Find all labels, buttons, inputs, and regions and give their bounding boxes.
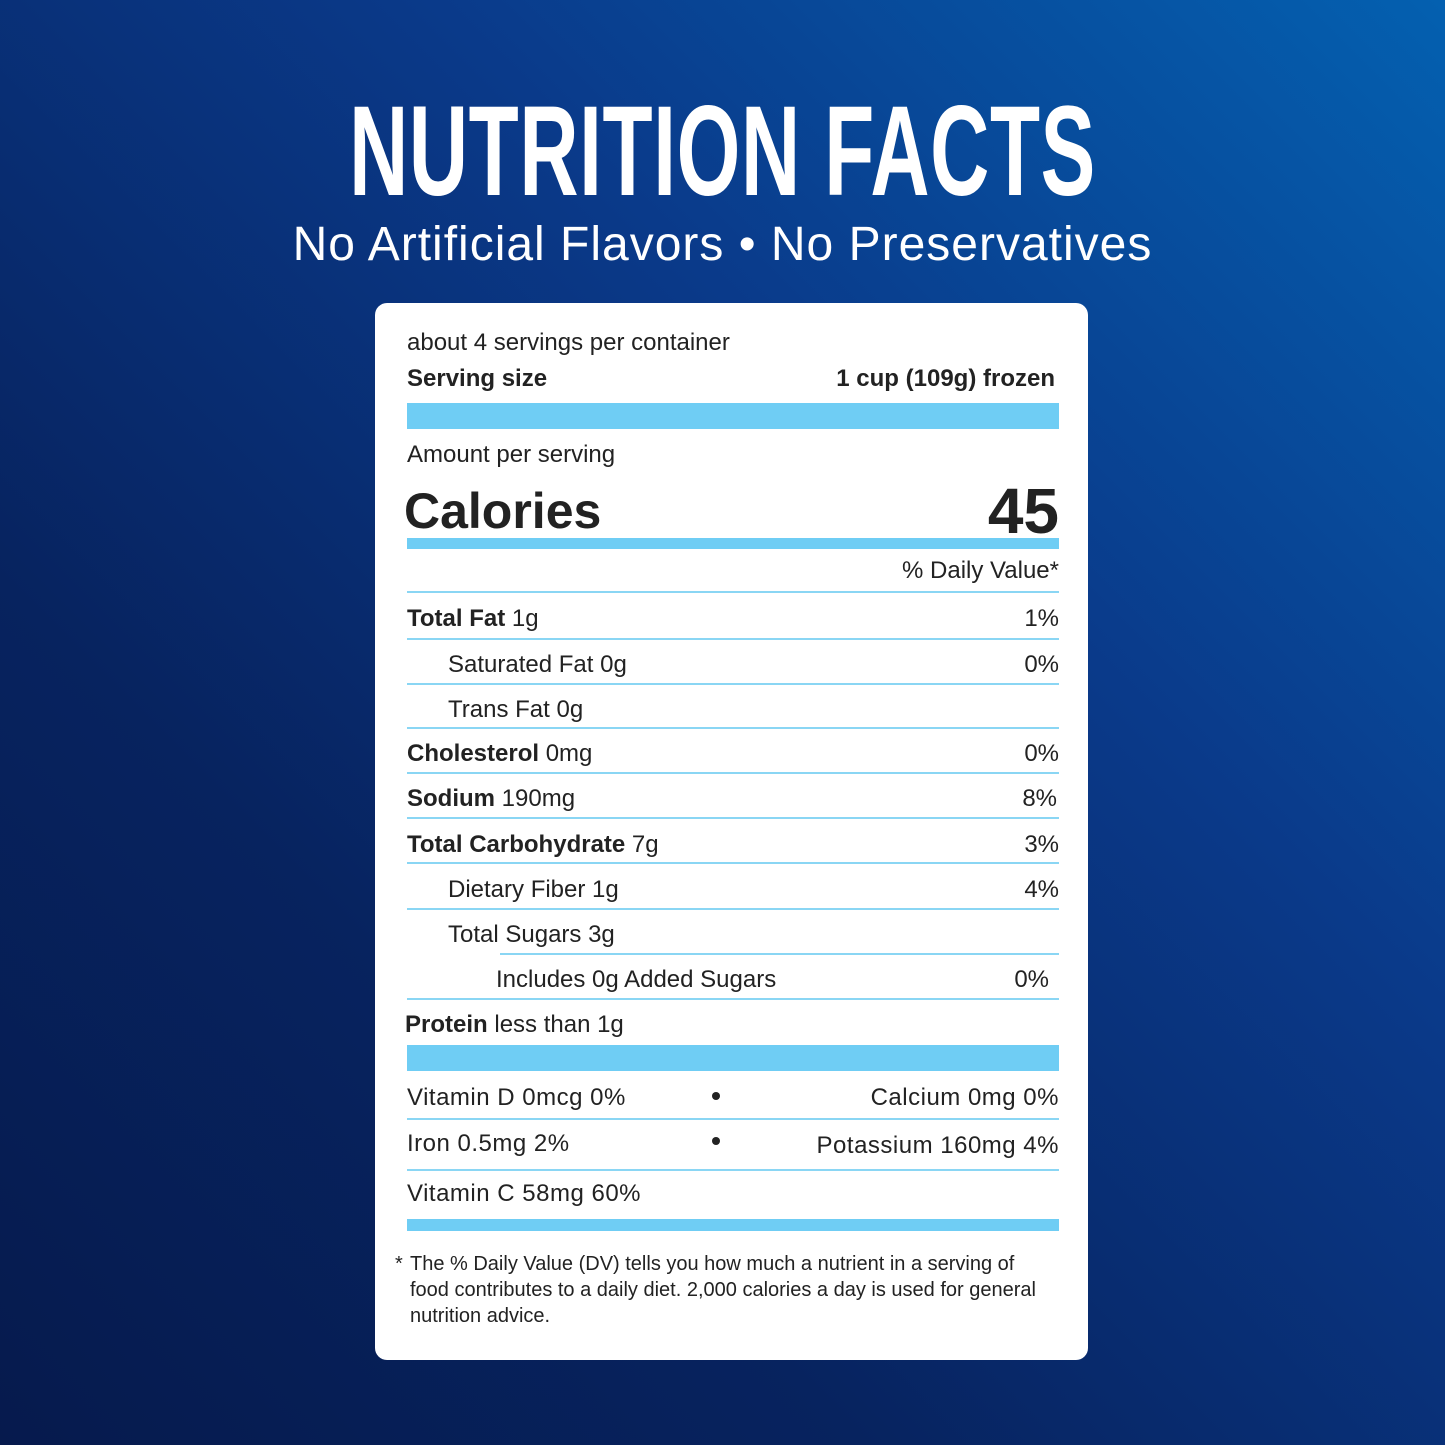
medium-bar	[407, 538, 1059, 549]
daily-value-header: % Daily Value*	[902, 557, 1059, 584]
nutrient-row: Saturated Fat 0g 0%	[448, 649, 1059, 681]
separator-dot	[712, 1092, 720, 1100]
serving-size-label: Serving size	[407, 365, 548, 392]
nutrient-name: Saturated Fat	[448, 651, 594, 678]
nutrient-amount: 0g	[600, 651, 627, 678]
nutrient-name: Cholesterol	[407, 740, 540, 767]
nutrient-row: Includes 0g Added Sugars 0%	[496, 964, 1049, 996]
nutrient-row: Protein less than 1g	[405, 1009, 1059, 1041]
calories-label: Calories	[404, 483, 602, 539]
footnote: The % Daily Value (DV) tells you how muc…	[410, 1253, 1036, 1327]
nutrient-name: Total Carbohydrate	[407, 831, 626, 858]
vitamin-left: Iron 0.5mg 2%	[407, 1130, 570, 1157]
rule	[500, 953, 1059, 955]
nutrient-amount: 190mg	[501, 785, 576, 812]
nutrient-dv: 0%	[1024, 740, 1059, 767]
serving-size-row: Serving size 1 cup (109g) frozen	[407, 363, 1059, 395]
nutrient-row: Total Carbohydrate 7g 3%	[407, 829, 1059, 861]
nutrient-name: Sodium	[407, 785, 495, 812]
vitamin-left: Vitamin C 58mg 60%	[407, 1180, 641, 1207]
medium-bar	[407, 1219, 1059, 1231]
footnote-marker: *	[395, 1253, 403, 1275]
nutrient-name: Trans Fat	[448, 696, 550, 723]
amount-per-serving: Amount per serving	[407, 441, 616, 468]
thick-bar	[407, 1045, 1059, 1071]
rule	[407, 683, 1059, 685]
thick-bar	[407, 403, 1059, 429]
separator-dot	[712, 1137, 720, 1145]
nutrition-label: about 4 servings per container Serving s…	[375, 303, 1088, 1360]
vitamin-left: Vitamin D 0mcg 0%	[407, 1084, 626, 1111]
nutrient-name: Dietary Fiber	[448, 876, 586, 903]
nutrient-row: Trans Fat 0g	[448, 694, 1059, 726]
vitamin-right: Calcium 0mg 0%	[870, 1084, 1059, 1111]
nutrient-row: Total Sugars 3g	[448, 919, 1059, 951]
vitamin-row: Vitamin C 58mg 60%	[407, 1178, 1059, 1210]
vitamin-row: Vitamin D 0mcg 0% Calcium 0mg 0%	[407, 1082, 1059, 1114]
nutrient-amount: 7g	[631, 831, 659, 858]
nutrient-dv: 1%	[1024, 605, 1059, 632]
rule	[407, 772, 1059, 774]
nutrient-amount: 1g	[511, 605, 539, 632]
nutrient-row: Total Fat 1g 1%	[407, 603, 1059, 635]
rule	[407, 817, 1059, 819]
nutrient-amount: 1g	[592, 876, 619, 903]
calories-row: Calories 45	[404, 475, 1059, 547]
nutrient-dv: 8%	[1022, 785, 1057, 812]
nutrient-dv: 0%	[1014, 966, 1049, 993]
calories: 45	[987, 475, 1059, 547]
nutrient-row: Sodium 190mg 8%	[407, 783, 1059, 815]
nutrient-name: Total Sugars	[448, 921, 582, 948]
nutrient-amount: 0g	[556, 696, 584, 723]
nutrient-amount: 3g	[588, 921, 615, 948]
nutrient-amount: 0mg	[545, 740, 593, 767]
subtitle: No Artificial Flavors • No Preservatives	[292, 218, 1153, 271]
nutrient-dv: 3%	[1024, 831, 1059, 858]
rule	[407, 1118, 1059, 1120]
nutrient-dv: 4%	[1024, 876, 1059, 903]
rule	[407, 638, 1059, 640]
title: NUTRITION FACTS	[349, 80, 1096, 223]
servings: about 4 servings per container	[407, 329, 730, 356]
rule	[407, 1169, 1059, 1171]
rule	[407, 862, 1059, 864]
rule	[407, 908, 1059, 910]
vitamin-row: Iron 0.5mg 2% Potassium 160mg 4%	[407, 1128, 1059, 1160]
nutrient-row: Cholesterol 0mg 0%	[407, 738, 1059, 770]
nutrient-row: Dietary Fiber 1g 4%	[448, 874, 1059, 906]
nutrient-dv: 0%	[1024, 651, 1059, 678]
vitamin-right: Potassium 160mg 4%	[816, 1132, 1059, 1159]
nutrient-name: Includes 0g Added Sugars	[496, 966, 777, 993]
nutrient-name: Protein	[405, 1011, 488, 1038]
rule	[407, 727, 1059, 729]
nutrient-amount: less than 1g	[494, 1011, 624, 1038]
serving-size: 1 cup (109g) frozen	[836, 365, 1055, 392]
rule	[407, 998, 1059, 1000]
nutrient-name: Total Fat	[407, 605, 506, 632]
rule	[407, 591, 1059, 593]
